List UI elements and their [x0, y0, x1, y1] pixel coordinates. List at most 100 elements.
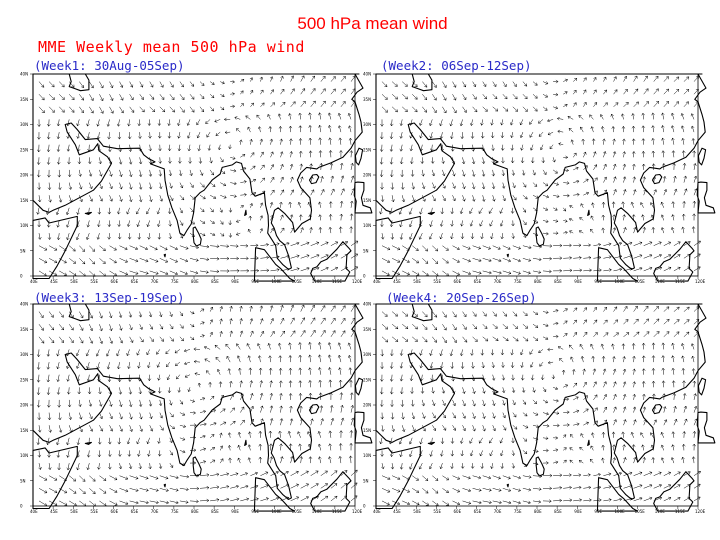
lon-tick-label: 95E: [251, 509, 259, 514]
lon-tick-label: 90E: [574, 279, 582, 284]
lat-tick-label: 5N: [20, 478, 26, 483]
lon-tick-label: 45E: [50, 509, 58, 514]
lon-tick-label: 40E: [30, 279, 38, 284]
lat-tick-label: 35N: [20, 97, 28, 102]
lat-tick-label: 30N: [20, 352, 28, 357]
wind-vectors: [379, 305, 701, 506]
lat-tick-label: 20N: [20, 173, 28, 178]
lon-tick-label: 120E: [695, 279, 706, 284]
lon-tick-label: 70E: [494, 279, 502, 284]
lon-tick-label: 70E: [151, 279, 159, 284]
lat-tick-label: 20N: [363, 403, 371, 408]
lon-tick-label: 100E: [272, 509, 283, 514]
lon-tick-label: 55E: [433, 279, 441, 284]
wind-map-week4: 0 5N 10N 15N 20N 25N 30N 35N 40N 40E 45E 50E 55E 60E 6…: [363, 302, 716, 514]
lat-tick-label: 40N: [20, 72, 28, 77]
lon-tick-label: 80E: [191, 279, 199, 284]
lat-tick-label: 30N: [20, 122, 28, 127]
lon-tick-label: 90E: [574, 509, 582, 514]
lon-tick-label: 80E: [191, 509, 199, 514]
lat-tick-label: 0: [363, 274, 366, 279]
lat-tick-label: 35N: [363, 97, 371, 102]
lat-tick-label: 20N: [363, 173, 371, 178]
lon-tick-label: 45E: [50, 279, 58, 284]
lat-tick-label: 5N: [20, 248, 26, 253]
lon-tick-label: 50E: [413, 509, 421, 514]
lat-tick-label: 0: [20, 274, 23, 279]
lon-tick-label: 65E: [131, 279, 139, 284]
lat-tick-label: 40N: [363, 72, 371, 77]
lat-tick-label: 35N: [20, 327, 28, 332]
lat-tick-label: 10N: [20, 453, 28, 458]
lat-tick-label: 0: [20, 504, 23, 509]
lon-tick-label: 50E: [70, 509, 78, 514]
lon-tick-label: 90E: [231, 509, 239, 514]
lon-tick-label: 75E: [514, 279, 522, 284]
figure-title: MME Weekly mean 500 hPa wind: [38, 38, 305, 56]
lon-tick-label: 85E: [554, 509, 562, 514]
map-frame: [375, 73, 699, 277]
lon-tick-label: 80E: [534, 509, 542, 514]
lon-tick-label: 100E: [615, 509, 626, 514]
lon-tick-label: 115E: [332, 509, 343, 514]
lon-tick-label: 50E: [413, 279, 421, 284]
lon-tick-label: 55E: [433, 509, 441, 514]
lon-tick-label: 120E: [352, 509, 363, 514]
lon-tick-label: 95E: [594, 509, 602, 514]
lon-tick-label: 110E: [312, 509, 323, 514]
lon-tick-label: 55E: [90, 279, 98, 284]
lat-tick-label: 15N: [20, 198, 28, 203]
lon-tick-label: 55E: [90, 509, 98, 514]
lat-tick-label: 40N: [20, 302, 28, 307]
lon-tick-label: 60E: [111, 279, 119, 284]
lat-tick-label: 25N: [20, 147, 28, 152]
lon-tick-label: 65E: [474, 279, 482, 284]
panel-label-week3: (Week3: 13Sep-19Sep): [34, 290, 185, 305]
wind-map-week1: 0 5N 10N 15N 20N 25N 30N 35N 40N 40E 45E 50E 55E 60E 6…: [20, 72, 373, 284]
lat-tick-label: 5N: [363, 248, 369, 253]
lon-tick-label: 90E: [231, 279, 239, 284]
panel-label-week1: (Week1: 30Aug-05Sep): [34, 58, 185, 73]
lon-tick-label: 100E: [272, 279, 283, 284]
lon-tick-label: 50E: [70, 279, 78, 284]
lon-tick-label: 60E: [454, 509, 462, 514]
coastline: [32, 303, 373, 512]
lon-tick-label: 100E: [615, 279, 626, 284]
wind-vectors: [36, 304, 358, 507]
lat-tick-label: 10N: [363, 453, 371, 458]
lon-tick-label: 115E: [675, 509, 686, 514]
lon-tick-label: 105E: [292, 509, 303, 514]
lat-tick-label: 0: [363, 504, 366, 509]
lat-tick-label: 30N: [363, 352, 371, 357]
lat-tick-label: 15N: [363, 428, 371, 433]
lon-tick-label: 70E: [494, 509, 502, 514]
lon-tick-label: 105E: [635, 509, 646, 514]
lon-tick-label: 85E: [211, 279, 219, 284]
lon-tick-label: 60E: [454, 279, 462, 284]
lat-tick-label: 40N: [363, 302, 371, 307]
lon-tick-label: 70E: [151, 509, 159, 514]
lat-tick-label: 10N: [363, 223, 371, 228]
lon-tick-label: 40E: [373, 279, 381, 284]
lon-tick-label: 85E: [554, 279, 562, 284]
lat-tick-label: 35N: [363, 327, 371, 332]
lat-tick-label: 25N: [363, 147, 371, 152]
panel-label-week4: (Week4: 20Sep-26Sep): [386, 290, 537, 305]
lon-tick-label: 65E: [474, 509, 482, 514]
lat-tick-label: 15N: [363, 198, 371, 203]
lat-tick-label: 25N: [363, 377, 371, 382]
lon-tick-label: 75E: [171, 279, 179, 284]
lon-tick-label: 115E: [332, 279, 343, 284]
lon-tick-label: 80E: [534, 279, 542, 284]
lat-tick-label: 15N: [20, 428, 28, 433]
lon-tick-label: 105E: [635, 279, 646, 284]
lon-tick-label: 105E: [292, 279, 303, 284]
wind-vectors: [379, 75, 701, 277]
wind-vectors: [36, 75, 359, 277]
lon-tick-label: 75E: [171, 509, 179, 514]
lon-tick-label: 110E: [655, 279, 666, 284]
coastline: [375, 303, 716, 512]
lon-tick-label: 110E: [312, 279, 323, 284]
lon-tick-label: 75E: [514, 509, 522, 514]
lat-tick-label: 20N: [20, 403, 28, 408]
